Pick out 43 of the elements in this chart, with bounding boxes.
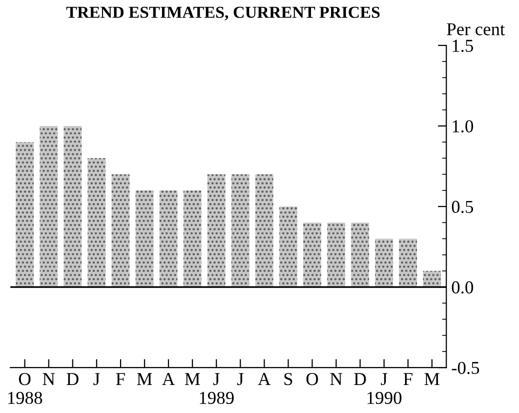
bar — [399, 238, 417, 288]
y-tick-label: 1.0 — [452, 120, 474, 132]
bar — [64, 126, 82, 288]
x-tick-label: A — [258, 373, 271, 385]
y-tick-label: 1.5 — [452, 40, 474, 52]
x-tick-label: J 1989 — [200, 373, 234, 404]
x-tick-label: S — [284, 373, 292, 386]
y-axis-title: Per cent — [446, 23, 505, 36]
x-tick-label: J — [93, 373, 100, 386]
x-tick-label: O — [306, 373, 318, 386]
x-tick-label: A — [162, 373, 175, 385]
bar — [351, 222, 370, 288]
bar — [375, 238, 394, 288]
bar — [112, 174, 130, 288]
x-tick-label: J 1990 — [368, 373, 402, 404]
y-tick-label: 0.0 — [452, 281, 474, 294]
bar — [255, 174, 274, 288]
bar — [279, 206, 298, 288]
x-tick-label: M — [137, 373, 152, 385]
bar — [422, 270, 441, 288]
bar — [88, 158, 106, 288]
x-tick-label: J — [237, 373, 244, 386]
x-tick-label: M — [184, 373, 200, 385]
bar — [183, 190, 202, 288]
chart-title: TREND ESTIMATES, CURRENT PRICES — [66, 6, 380, 20]
bar — [16, 142, 34, 288]
x-tick-label: D — [354, 373, 366, 385]
bar — [159, 190, 178, 288]
bar — [136, 190, 154, 288]
x-tick-label: F — [404, 373, 412, 385]
bar — [303, 222, 322, 288]
bar — [207, 174, 226, 288]
x-tick-label: F — [116, 373, 125, 385]
bar — [40, 126, 58, 288]
x-tick-label: N — [330, 373, 342, 385]
x-tick-label: D — [66, 373, 78, 385]
y-tick-label: -0.5 — [452, 362, 480, 374]
bar — [327, 222, 346, 288]
y-tick-label: 0.5 — [452, 200, 474, 214]
x-tick-label: O 1988 — [8, 373, 42, 404]
bar — [231, 174, 250, 288]
x-tick-label: M — [424, 373, 440, 385]
x-tick-label: N — [42, 373, 55, 385]
